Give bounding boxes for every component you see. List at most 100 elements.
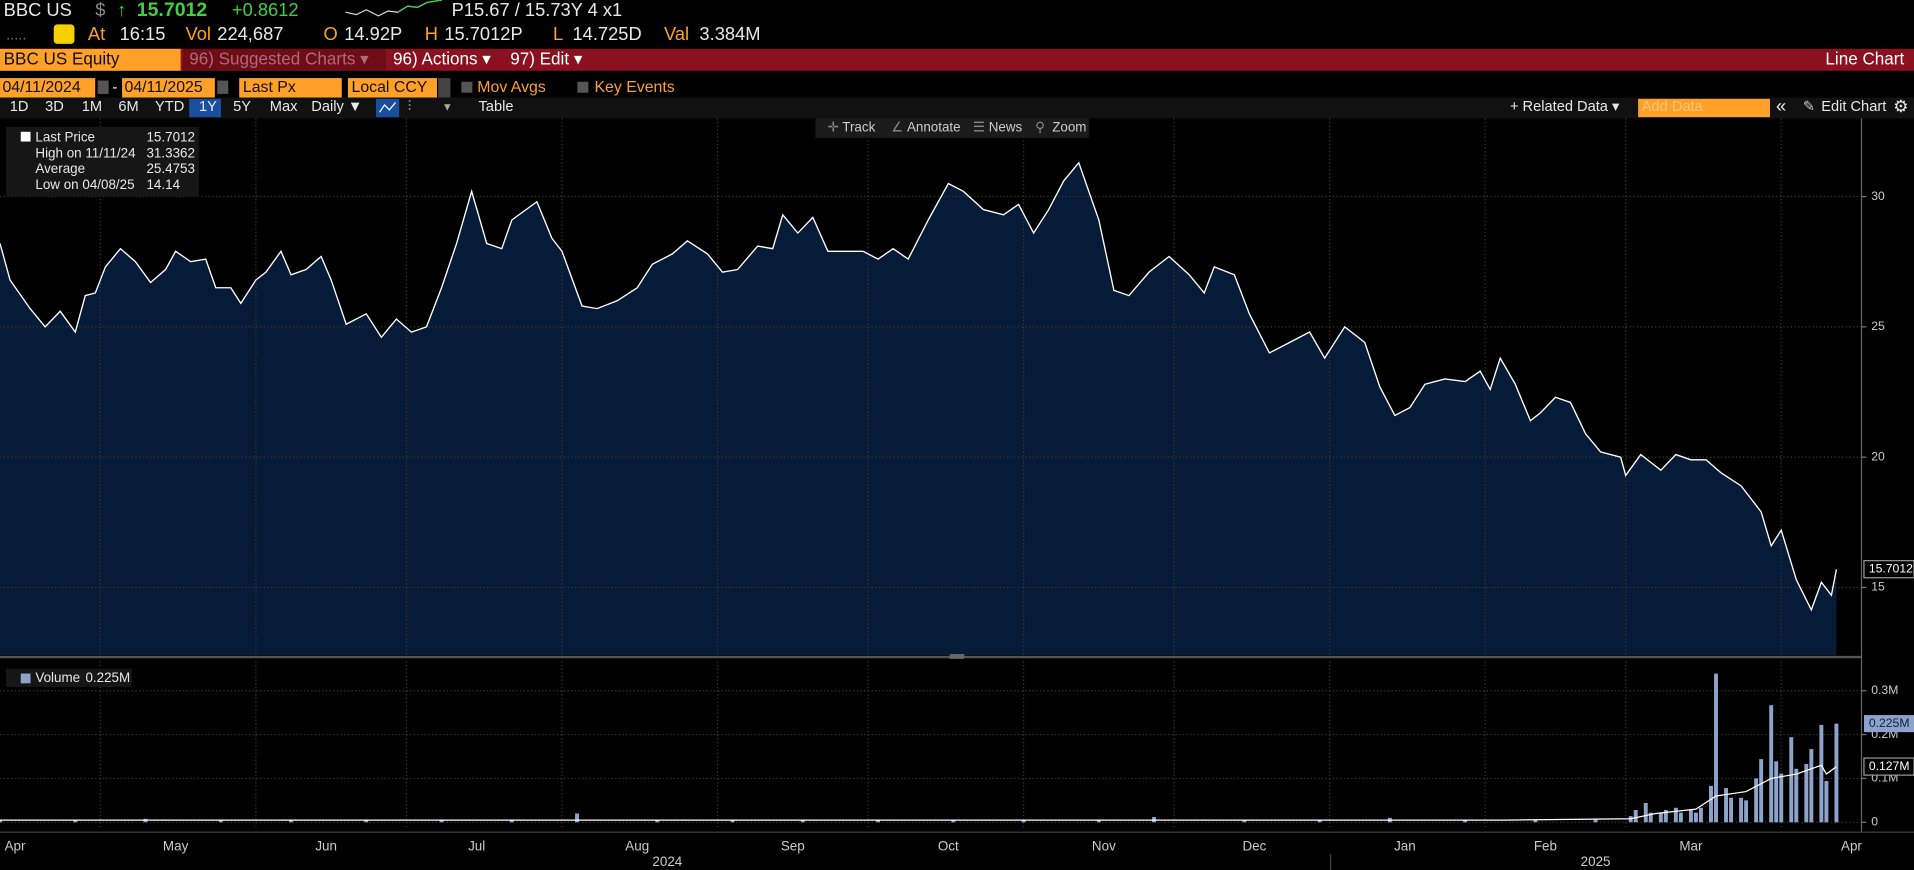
line-icon-glyph [379,102,396,113]
dropdown[interactable]: ▼ [442,101,453,113]
volume-bar [1658,812,1663,823]
divider-handle[interactable] [949,654,965,659]
stat-label: H [425,23,438,44]
x-tick-label: May [163,838,189,853]
volume-bar [439,820,444,823]
calendar-icon[interactable] [97,80,109,94]
y-tick-label: 0.3M [1871,683,1898,697]
volume-bar [575,813,579,823]
volume-tag-label: 0.225M [1869,716,1910,730]
table[interactable]: Table [479,99,514,115]
area [0,162,1837,656]
legend-label: Low on 04/08/25 [35,177,134,192]
actions[interactable]: 96) Actions ▾ [393,49,491,68]
volume-bar [1824,781,1829,823]
legend-label: Last Price [35,129,95,144]
volume-bar [1709,785,1713,823]
x-tick-label: Feb [1534,838,1557,853]
frequency[interactable]: Daily ▼ [311,99,362,115]
volume-legend-box [6,668,132,687]
tool[interactable]: News [989,120,1023,135]
volume-bar [73,820,78,823]
x-tick-label: Apr [5,838,26,853]
tool[interactable]: Annotate [907,120,961,135]
volume-bar [1673,807,1678,823]
gear[interactable]: ⚙ [1893,97,1908,116]
dots: ..... [6,27,26,43]
volume-bar [1693,812,1698,823]
x-tick-label: Jun [315,838,337,853]
x-tick-label: Mar [1679,838,1703,853]
legend-value: 14.14 [146,177,180,192]
volume-bar [1774,761,1779,823]
volume-bar [951,820,956,823]
volume-bar [1688,810,1693,823]
chart-toolbar [815,118,1089,138]
x-tick-label: Jan [1394,838,1416,853]
period-button[interactable]: 1D [10,99,29,115]
year-label: 2025 [1581,854,1611,869]
volume-bar [1678,812,1683,823]
stat-value: 14.725D [572,23,641,44]
stat-value: 224,687 [217,23,283,44]
end-input[interactable] [122,78,215,98]
ticker: BBC US [4,0,72,20]
period-button[interactable]: 6M [118,99,138,115]
volume-bar [1789,737,1794,823]
volume-bar [1663,810,1668,823]
legend: Last Price 15.7012 High on 11/11/24 31.3362… [35,129,195,192]
add-data-input[interactable] [1638,98,1770,118]
tool[interactable]: Track [842,120,875,135]
volume-bar [1021,820,1026,823]
legend-swatch [20,131,31,142]
mov-avgs: Mov Avgs [477,79,546,96]
volume-legend-value: 0.225M [85,670,130,685]
volume-bar [800,820,805,823]
period-button[interactable]: 5Y [233,99,251,115]
tool-icon: ∠ [891,120,903,135]
volume-bar [1769,705,1774,823]
icon[interactable] [53,24,75,44]
volume-bar [1533,819,1538,823]
related-data[interactable]: + Related Data ▾ [1510,99,1620,115]
calendar-icon[interactable] [217,80,229,94]
volume-bar [218,820,223,823]
currency: $ [95,0,105,20]
edit[interactable]: 97) Edit ▾ [510,49,583,68]
tools: ✛ Track ∠ Annotate ☰ News ⚲ Zoom [828,120,1087,135]
x-tick-label: Oct [938,838,959,853]
suggested-button[interactable] [183,48,386,71]
field-input[interactable] [239,78,342,98]
checkbox[interactable] [461,81,473,93]
chart-kind: Line Chart [1825,49,1904,68]
period-button[interactable]: 1M [82,99,102,115]
currency-input[interactable] [347,78,437,98]
suggested: 96) Suggested Charts ▾ [189,49,369,68]
period-button[interactable]: 1Y [199,99,217,115]
sparkline-green [397,0,442,13]
tool-icon: ⚲ [1035,120,1045,135]
stat-label: At [88,23,105,44]
start-input[interactable] [0,78,96,98]
period-button[interactable]: 3D [45,99,64,115]
tool[interactable]: Zoom [1052,120,1086,135]
volume-legend-name: Volume [35,670,80,685]
volume-bar [1744,800,1749,823]
stat-label: O [323,23,337,44]
checkbox[interactable] [577,81,589,93]
legend-label: Average [35,161,85,176]
collapse[interactable]: « [1776,95,1786,116]
last-price-tag-label: 15.7012 [1869,561,1913,575]
dropdown[interactable] [438,78,451,98]
plot: 1520253015.701200.1M0.2M0.3M0.225M0.127M… [0,118,1914,869]
period-button[interactable]: Max [270,99,298,115]
period-button[interactable]: YTD [155,99,184,115]
bar-icon[interactable]: ⫶ [408,99,412,115]
y-tick-label: 25 [1871,319,1885,333]
x-tick-label: Aug [625,838,649,853]
security-input[interactable] [0,48,181,71]
volume-bar [1714,673,1718,823]
edit-chart[interactable]: Edit Chart [1821,99,1886,115]
